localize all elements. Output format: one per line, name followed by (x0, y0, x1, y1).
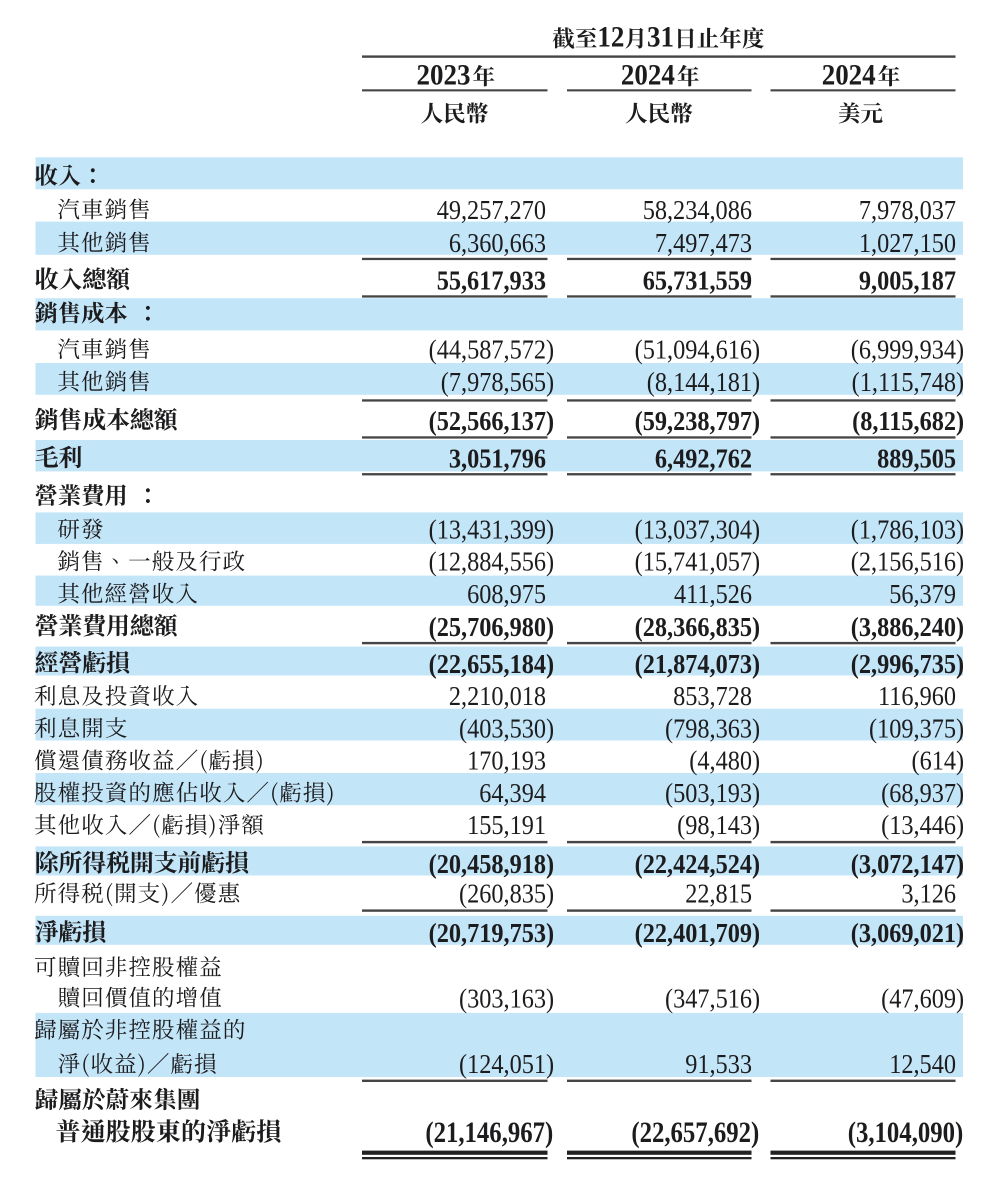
svg-text:(1,786,103): (1,786,103) (851, 514, 964, 544)
svg-text:(25,706,980): (25,706,980) (429, 612, 554, 642)
svg-text:(51,094,616): (51,094,616) (635, 334, 760, 364)
svg-text:(503,193): (503,193) (665, 778, 760, 808)
svg-text:(3,104,090): (3,104,090) (848, 1116, 964, 1148)
svg-text:(614): (614) (911, 746, 964, 776)
svg-text:170,193: 170,193 (467, 746, 546, 776)
svg-text:6,492,762: 6,492,762 (655, 444, 752, 474)
svg-text:2024: 2024 (822, 59, 876, 92)
svg-text:65,731,559: 65,731,559 (643, 265, 752, 295)
svg-text:49,257,270: 49,257,270 (437, 195, 546, 225)
svg-text:55,617,933: 55,617,933 (437, 265, 546, 295)
svg-text:(28,366,835): (28,366,835) (635, 612, 760, 642)
svg-text:(798,363): (798,363) (665, 713, 760, 743)
svg-text:12: 12 (597, 21, 624, 54)
svg-text:(8,144,181): (8,144,181) (647, 367, 760, 397)
svg-text:7,978,037: 7,978,037 (859, 195, 956, 225)
svg-text:(260,835): (260,835) (459, 878, 554, 908)
svg-text:(98,143): (98,143) (677, 810, 760, 840)
svg-text:(47,609): (47,609) (881, 983, 964, 1013)
svg-text:853,728: 853,728 (673, 681, 752, 711)
svg-text:22,815: 22,815 (685, 878, 752, 908)
svg-text:56,379: 56,379 (889, 579, 956, 609)
svg-text:6,360,663: 6,360,663 (449, 228, 546, 258)
svg-text:(21,874,073): (21,874,073) (635, 649, 760, 679)
svg-text:(347,516): (347,516) (665, 983, 760, 1013)
svg-text:(68,937): (68,937) (881, 778, 964, 808)
svg-text:(3,069,021): (3,069,021) (851, 918, 964, 948)
svg-text:116,960: 116,960 (878, 681, 956, 711)
svg-text:155,191: 155,191 (467, 810, 546, 840)
svg-text:(13,037,304): (13,037,304) (635, 514, 760, 544)
svg-text:1,027,150: 1,027,150 (859, 228, 956, 258)
svg-text:(403,530): (403,530) (459, 713, 554, 743)
svg-text:7,497,473: 7,497,473 (655, 228, 752, 258)
svg-text:(8,115,682): (8,115,682) (852, 406, 964, 436)
svg-text:411,526: 411,526 (674, 579, 752, 609)
svg-text:58,234,086: 58,234,086 (643, 195, 752, 225)
svg-text:(3,886,240): (3,886,240) (851, 612, 964, 642)
svg-text:608,975: 608,975 (467, 579, 546, 609)
svg-text:(13,446): (13,446) (881, 810, 964, 840)
svg-text:(22,424,524): (22,424,524) (635, 849, 760, 879)
svg-text:9,005,187: 9,005,187 (859, 265, 956, 295)
svg-text:(6,999,934): (6,999,934) (851, 334, 964, 364)
svg-text:(12,884,556): (12,884,556) (429, 546, 554, 576)
svg-text:(4,480): (4,480) (689, 746, 760, 776)
svg-text:(22,401,709): (22,401,709) (635, 918, 760, 948)
svg-text:91,533: 91,533 (685, 1049, 752, 1079)
svg-text:12,540: 12,540 (889, 1049, 956, 1079)
svg-text:(22,655,184): (22,655,184) (429, 649, 554, 679)
svg-text:3,051,796: 3,051,796 (449, 444, 546, 474)
svg-text:(124,051): (124,051) (459, 1049, 554, 1079)
svg-text:(21,146,967): (21,146,967) (425, 1116, 553, 1148)
svg-text:(52,566,137): (52,566,137) (429, 406, 554, 436)
svg-text:(59,238,797): (59,238,797) (635, 406, 760, 436)
svg-text:(13,431,399): (13,431,399) (429, 514, 554, 544)
svg-text:(7,978,565): (7,978,565) (441, 367, 554, 397)
svg-text:(2,156,516): (2,156,516) (851, 546, 964, 576)
svg-text:(44,587,572): (44,587,572) (429, 334, 554, 364)
svg-text:(1,115,748): (1,115,748) (852, 367, 964, 397)
svg-text:(15,741,057): (15,741,057) (635, 546, 760, 576)
svg-text:(3,072,147): (3,072,147) (851, 849, 964, 879)
svg-text:(2,996,735): (2,996,735) (851, 649, 964, 679)
svg-text:31: 31 (647, 21, 674, 54)
svg-text:(109,375): (109,375) (869, 713, 964, 743)
svg-text:(22,657,692): (22,657,692) (631, 1116, 759, 1148)
svg-text:889,505: 889,505 (877, 444, 956, 474)
svg-text:(303,163): (303,163) (459, 983, 554, 1013)
svg-text:64,394: 64,394 (479, 778, 546, 808)
svg-text:(20,458,918): (20,458,918) (429, 849, 554, 879)
svg-text:2023: 2023 (417, 59, 471, 92)
svg-text:2024: 2024 (621, 59, 675, 92)
svg-text:3,126: 3,126 (901, 878, 956, 908)
svg-text:(20,719,753): (20,719,753) (429, 918, 554, 948)
svg-text:2,210,018: 2,210,018 (449, 681, 546, 711)
